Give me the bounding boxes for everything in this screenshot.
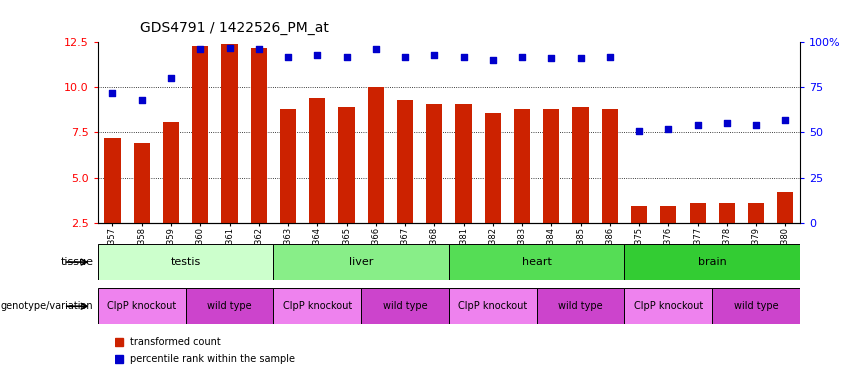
Bar	[712, 288, 800, 324]
Point	[574, 55, 587, 61]
Bar	[251, 48, 267, 223]
Point	[369, 46, 383, 53]
Bar	[134, 143, 150, 223]
Bar	[98, 288, 186, 324]
Point	[457, 54, 471, 60]
Point	[749, 122, 762, 128]
Bar	[748, 203, 764, 223]
Bar	[361, 288, 449, 324]
Point	[281, 54, 294, 60]
Text: transformed count: transformed count	[130, 337, 221, 347]
Bar	[514, 109, 530, 223]
Bar	[449, 244, 625, 280]
Text: ClpP knockout: ClpP knockout	[107, 301, 176, 311]
Text: percentile rank within the sample: percentile rank within the sample	[130, 354, 295, 364]
Point	[252, 46, 266, 53]
Text: ClpP knockout: ClpP knockout	[458, 301, 528, 311]
Point	[779, 117, 792, 123]
Bar	[273, 288, 361, 324]
Bar	[309, 98, 325, 223]
Text: brain: brain	[698, 257, 727, 267]
Bar	[573, 107, 589, 223]
Bar	[777, 192, 793, 223]
Bar	[186, 288, 273, 324]
Point	[603, 54, 617, 60]
Point	[340, 54, 353, 60]
Bar	[273, 244, 448, 280]
Bar	[397, 100, 413, 223]
Point	[106, 90, 119, 96]
Bar	[426, 104, 443, 223]
Bar	[537, 288, 625, 324]
Point	[515, 54, 528, 60]
Point	[427, 52, 441, 58]
Bar	[631, 207, 647, 223]
Point	[135, 97, 149, 103]
Bar	[280, 109, 296, 223]
Bar	[368, 88, 384, 223]
Bar	[660, 207, 677, 223]
Text: wild type: wild type	[734, 301, 779, 311]
Point	[486, 57, 500, 63]
Text: testis: testis	[170, 257, 201, 267]
Bar	[543, 109, 559, 223]
Bar	[602, 109, 618, 223]
Bar	[625, 244, 800, 280]
Point	[398, 54, 412, 60]
Bar	[485, 113, 501, 223]
Point	[311, 52, 324, 58]
Text: ClpP knockout: ClpP knockout	[634, 301, 703, 311]
Point	[720, 121, 734, 127]
Point	[193, 46, 207, 53]
Point	[661, 126, 675, 132]
Text: genotype/variation: genotype/variation	[1, 301, 94, 311]
Point	[223, 45, 237, 51]
Bar	[339, 107, 355, 223]
Bar	[105, 138, 121, 223]
Text: GDS4791 / 1422526_PM_at: GDS4791 / 1422526_PM_at	[140, 21, 329, 35]
Bar	[455, 104, 471, 223]
Text: ClpP knockout: ClpP knockout	[283, 301, 351, 311]
Bar	[192, 46, 208, 223]
Text: liver: liver	[349, 257, 374, 267]
Point	[691, 122, 705, 128]
Bar	[689, 203, 705, 223]
Point	[632, 127, 646, 134]
Bar	[221, 44, 237, 223]
Point	[164, 75, 178, 81]
Text: wild type: wild type	[383, 301, 427, 311]
Bar	[98, 244, 273, 280]
Point	[545, 55, 558, 61]
Bar	[719, 203, 735, 223]
Bar	[163, 122, 179, 223]
Text: wild type: wild type	[207, 301, 252, 311]
Bar	[625, 288, 712, 324]
Text: heart: heart	[522, 257, 551, 267]
Bar	[449, 288, 537, 324]
Text: tissue: tissue	[60, 257, 94, 267]
Text: wild type: wild type	[558, 301, 603, 311]
